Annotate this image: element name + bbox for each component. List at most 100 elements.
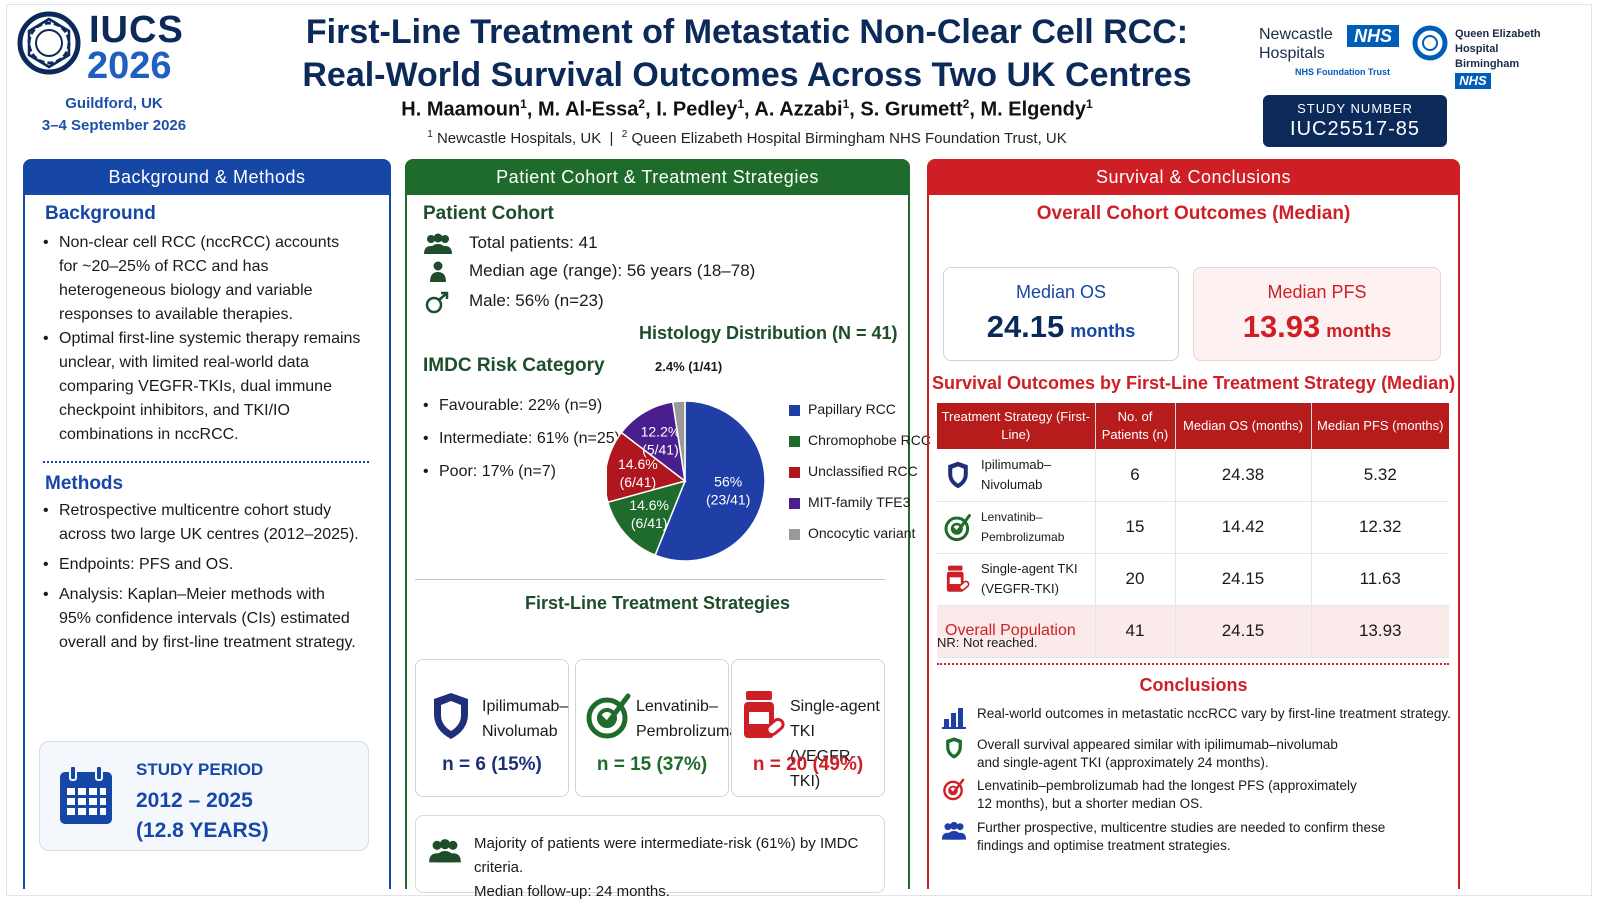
column-body: Overall Cohort Outcomes (Median) Median … bbox=[927, 195, 1460, 889]
conclusion-line: 12 months), but a shorter median OS. bbox=[977, 796, 1203, 811]
qe-hospital-logo-icon bbox=[1412, 25, 1448, 61]
cohort-total: Total patients: 41 bbox=[423, 233, 598, 260]
legend-unclassified: Unclassified RCC bbox=[789, 463, 918, 479]
conclusion-text: Overall survival appeared similar with i… bbox=[977, 736, 1338, 772]
patients-group-icon bbox=[941, 821, 967, 840]
author: M. Al-Essa bbox=[537, 98, 639, 121]
study-period-box: STUDY PERIOD 2012 – 2025 (12.8 YEARS) bbox=[39, 741, 369, 851]
nhs-logo-newcastle: NHS bbox=[1347, 25, 1399, 47]
list-item: Intermediate: 61% (n=25) bbox=[421, 422, 620, 455]
cohort-note-line: Median follow-up: 24 months. bbox=[474, 883, 670, 900]
legend-label: Unclassified RCC bbox=[808, 463, 918, 479]
affiliation-2: Queen Elizabeth Hospital Birmingham NHS … bbox=[631, 130, 1067, 147]
table-cell-strategy: Overall Population bbox=[937, 605, 1096, 658]
conference-city: Guildford, UK bbox=[65, 95, 163, 112]
strategy-name: Single-agent TKI (VEGFR-TKI) bbox=[790, 694, 884, 794]
author-affiliation: 1 bbox=[1086, 97, 1093, 111]
pie-slice-count-label: (23/41) bbox=[706, 491, 750, 507]
overall-outcomes-heading: Overall Cohort Outcomes (Median) bbox=[1036, 203, 1351, 224]
cohort-total-text: Total patients: 41 bbox=[469, 233, 598, 252]
affiliation-number: 1 bbox=[427, 129, 433, 140]
table-cell-pfs: 11.63 bbox=[1311, 553, 1449, 606]
conclusion-line: Lenvatinib–pembrolizumab had the longest… bbox=[977, 778, 1357, 793]
strategy-count: n = 15 (37%) bbox=[596, 754, 708, 775]
strategy-name-line: (VEGFR-TKI) bbox=[981, 581, 1059, 596]
nr-note: NR: Not reached. bbox=[937, 635, 1038, 650]
table-cell-pfs: 5.32 bbox=[1311, 449, 1449, 502]
shield-icon bbox=[946, 737, 962, 759]
table-header: Median PFS (months) bbox=[1311, 403, 1449, 449]
pie-slice-percent-label: 14.6% bbox=[618, 456, 658, 472]
cohort-male: Male: 56% (n=23) bbox=[423, 291, 604, 320]
legend-label: Papillary RCC bbox=[808, 401, 896, 417]
legend-swatch bbox=[789, 435, 800, 447]
median-pfs-unit: months bbox=[1326, 321, 1392, 341]
strategy-card-tki: Single-agent TKI (VEGFR-TKI) n = 20 (49%… bbox=[731, 659, 885, 797]
conclusion-text: Further prospective, multicentre studies… bbox=[977, 819, 1385, 855]
conclusions-heading: Conclusions bbox=[1139, 675, 1248, 695]
target-check-icon bbox=[943, 778, 965, 801]
author: S. Grumett bbox=[860, 98, 963, 121]
median-pfs-value: 13.93 months bbox=[1194, 309, 1440, 345]
author: M. Elgendy bbox=[980, 98, 1087, 121]
legend-swatch bbox=[789, 497, 800, 509]
strategy-name-line: Nivolumab bbox=[482, 723, 558, 740]
pie-slice-tfe3 bbox=[620, 401, 687, 483]
median-os-unit: months bbox=[1070, 321, 1136, 341]
column-cohort-strategies: Patient Cohort & Treatment Strategies Pa… bbox=[405, 159, 931, 900]
list-item: Endpoints: PFS and OS. bbox=[41, 553, 361, 577]
column-survival-conclusions: Survival & Conclusions Overall Cohort Ou… bbox=[927, 159, 1460, 889]
strategies-heading: First-Line Treatment Strategies bbox=[524, 593, 791, 613]
target-check-icon bbox=[586, 693, 631, 739]
author-affiliation: 1 bbox=[842, 97, 850, 111]
median-pfs-number: 13.93 bbox=[1242, 309, 1321, 344]
legend-label: Chromophobe RCC bbox=[808, 432, 931, 448]
background-list: Non-clear cell RCC (nccRCC) accounts for… bbox=[41, 231, 361, 447]
conference-location: Guildford, UK 3–4 September 2026 bbox=[29, 93, 199, 137]
study-number-box: STUDY NUMBER IUC25517-85 bbox=[1263, 95, 1447, 147]
pill-bottle-icon bbox=[744, 691, 785, 738]
table-cell-n: 15 bbox=[1095, 501, 1176, 554]
study-period-label: STUDY PERIOD bbox=[136, 760, 264, 779]
table-header: No. of Patients (n) bbox=[1095, 403, 1176, 449]
affiliation-1: Newcastle Hospitals, UK bbox=[436, 130, 602, 147]
cohort-age-text: Median age (range): 56 years (18–78) bbox=[469, 261, 756, 280]
legend-swatch bbox=[789, 404, 800, 416]
newcastle-logo-text: Newcastle Hospitals bbox=[1259, 25, 1333, 63]
legend-papillary: Papillary RCC bbox=[789, 401, 896, 417]
author-affiliation: 2 bbox=[638, 97, 646, 111]
strategy-name-line: (VEGFR-TKI) bbox=[790, 748, 856, 790]
study-period-value: 2012 – 2025 (12.8 YEARS) bbox=[136, 786, 269, 846]
legend-chromophobe: Chromophobe RCC bbox=[789, 432, 931, 448]
column-heading: Survival & Conclusions bbox=[927, 159, 1460, 195]
pill-bottle-icon bbox=[946, 565, 970, 592]
cohort-note: Majority of patients were intermediate-r… bbox=[474, 832, 884, 900]
affiliation-number: 2 bbox=[621, 129, 628, 140]
table-cell-pfs: 12.32 bbox=[1311, 501, 1449, 554]
strategy-name-line: Pembrolizumab bbox=[636, 723, 748, 740]
cohort-note-line: Majority of patients were intermediate-r… bbox=[474, 835, 859, 876]
median-pfs-card: Median PFS 13.93 months bbox=[1193, 267, 1441, 361]
table-cell-os: 24.38 bbox=[1175, 449, 1312, 502]
conclusion-text: Real-world outcomes in metastatic nccRCC… bbox=[977, 705, 1451, 723]
poster: IUCS 2026 Guildford, UK 3–4 September 20… bbox=[6, 4, 1592, 900]
table-cell-os: 14.42 bbox=[1175, 501, 1312, 554]
conclusion-line: and single-agent TKI (approximately 24 m… bbox=[977, 755, 1269, 770]
legend-label: MIT-family TFE3 bbox=[808, 494, 911, 510]
table-cell-os: 24.15 bbox=[1175, 553, 1312, 606]
qe-name-2: Hospital bbox=[1455, 43, 1499, 55]
strategy-count: n = 20 (49%) bbox=[752, 754, 864, 775]
table-cell-strategy: Lenvatinib–Pembrolizumab bbox=[937, 501, 1096, 554]
title-line-1: First-Line Treatment of Metastatic Non-C… bbox=[305, 13, 1189, 51]
title-line-2: Real-World Survival Outcomes Across Two … bbox=[302, 56, 1192, 94]
median-os-label: Median OS bbox=[1015, 282, 1107, 302]
pie-label-oncocytic: 2.4% (1/41) bbox=[655, 359, 723, 374]
study-period-range: 2012 – 2025 bbox=[136, 789, 253, 812]
strategy-name: Ipilimumab– Nivolumab bbox=[482, 694, 568, 744]
table-header-row: Treatment Strategy (First-Line) No. of P… bbox=[937, 403, 1449, 449]
legend-tfe3: MIT-family TFE3 bbox=[789, 494, 910, 510]
median-os-number: 24.15 bbox=[986, 309, 1065, 344]
affiliations: 1 Newcastle Hospitals, UK | 2 Queen Eliz… bbox=[217, 129, 1277, 147]
author: H. Maamoun bbox=[401, 98, 521, 121]
strategy-name: Single-agent TKI (VEGFR-TKI) bbox=[981, 559, 1078, 599]
